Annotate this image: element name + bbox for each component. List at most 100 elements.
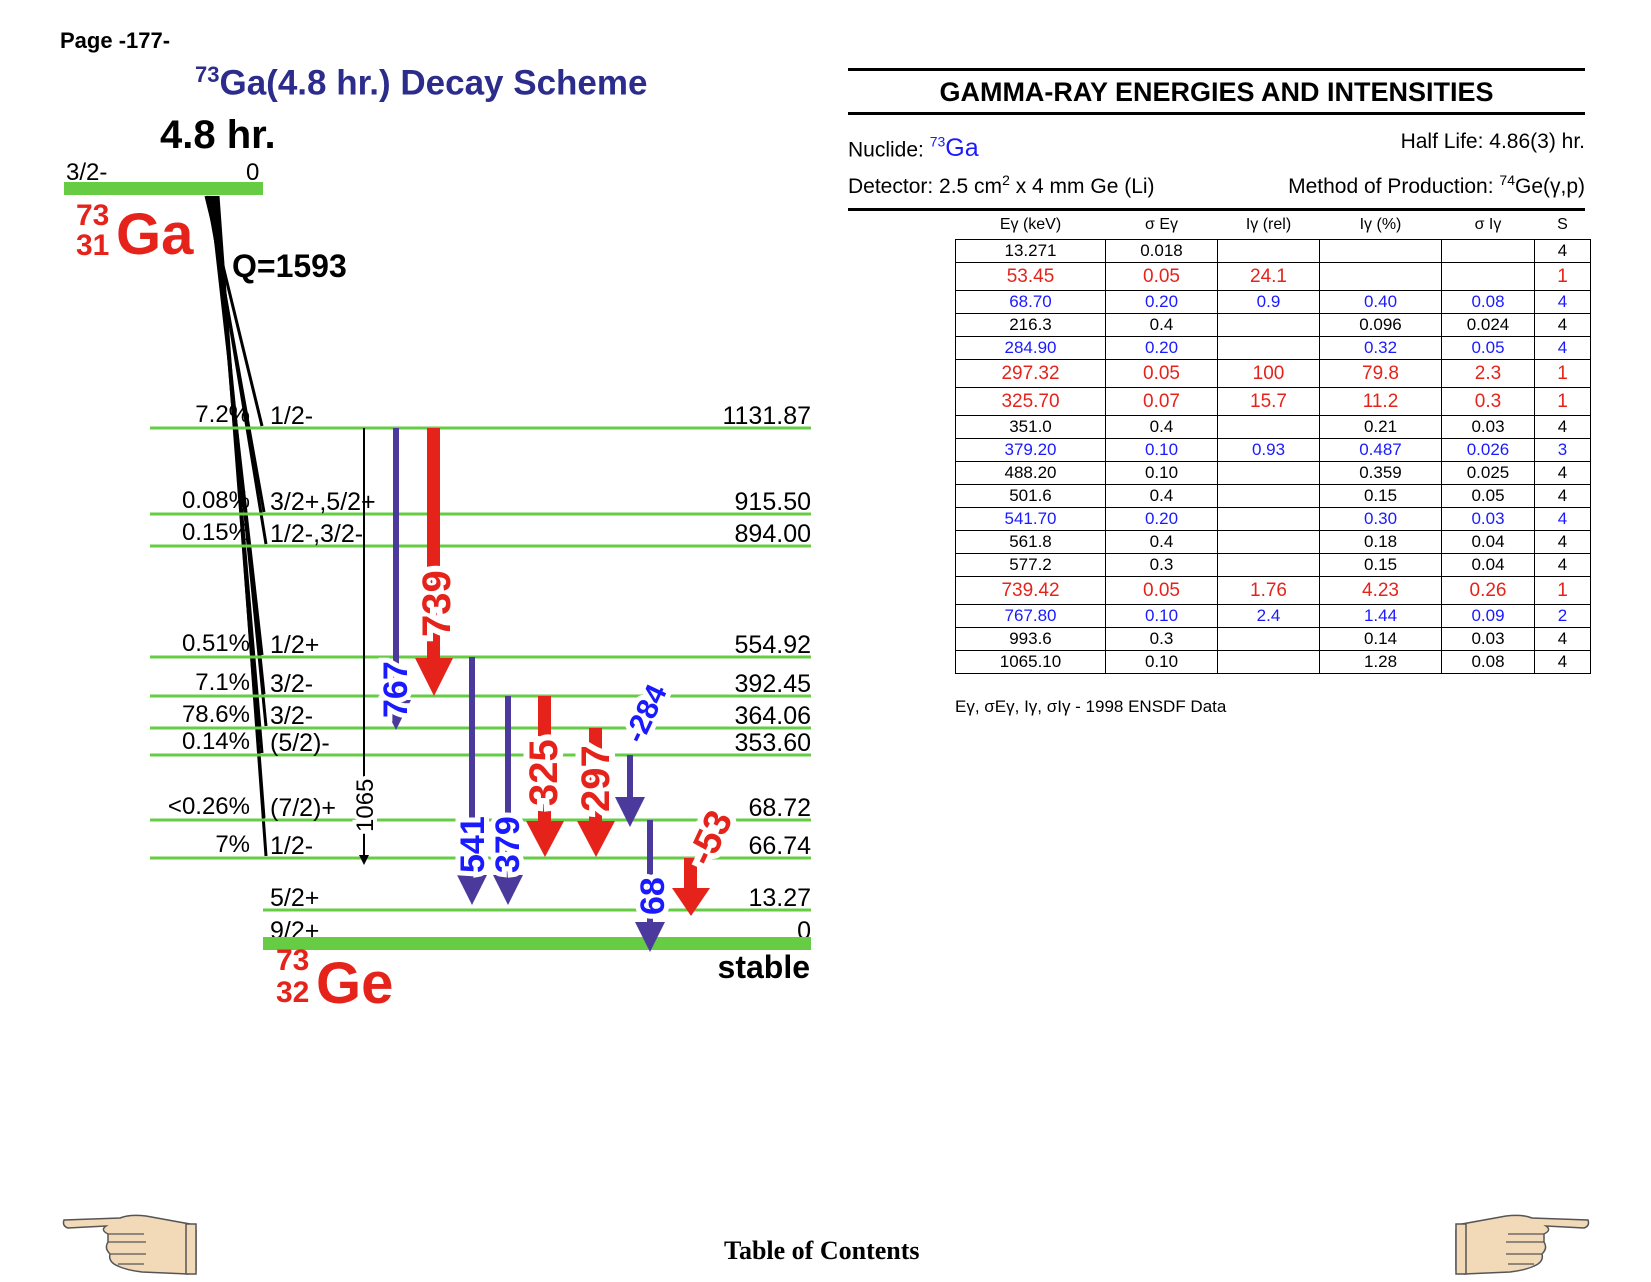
table-cell: 561.8 [955, 530, 1106, 554]
table-cell: 0.3 [1105, 627, 1218, 651]
level-4: 3/2- 392.45 7.1% [150, 669, 811, 698]
table-cell: 0.4 [1105, 415, 1218, 439]
table-cell: 0.024 [1441, 313, 1535, 337]
column-header: Iγ (rel) [1245, 216, 1292, 233]
table-row: 541.70 0.20 0.30 0.03 4 [955, 507, 1591, 531]
level-8: 1/2- 66.74 7% [150, 831, 811, 860]
table-cell: 0.10 [1105, 650, 1218, 674]
table-of-contents-link[interactable]: Table of Contents [724, 1236, 920, 1265]
transition-label: 739 [415, 570, 459, 637]
table-row: 297.32 0.05 100 79.8 2.3 1 [955, 359, 1591, 388]
table-cell: 0.05 [1441, 484, 1535, 508]
column-header: σ Eγ [1145, 216, 1178, 233]
table-row: 68.70 0.20 0.9 0.40 0.08 4 [955, 290, 1591, 314]
table-cell [1217, 650, 1320, 674]
transition-label: 767 [377, 661, 415, 718]
table-cell: 351.0 [955, 415, 1106, 439]
level-spin: (5/2)- [270, 729, 330, 757]
label-bg: 1065 [352, 779, 379, 832]
half-life-info: Half Life: 4.86(3) hr. [1400, 130, 1585, 153]
title-text: Ga(4.8 hr.) Decay Scheme [219, 63, 648, 103]
scheme-title: 73Ga(4.8 hr.) Decay Scheme [195, 62, 647, 104]
table-cell: 488.20 [955, 461, 1106, 485]
level-energy: 894.00 [735, 520, 811, 548]
table-row: 488.20 0.10 0.359 0.025 4 [955, 461, 1591, 485]
table-cell: 4.23 [1319, 576, 1442, 605]
gamma-table: Eγ (keV) σ Eγ Iγ (rel) Iγ (%) σ Iγ S 13.271 0.… [955, 211, 1591, 674]
table-cell: 1 [1534, 359, 1591, 388]
column-header: σ Iγ [1474, 216, 1502, 233]
label-bg: 767 [377, 661, 415, 718]
level-7: (7/2)+ 68.72 <0.26% [150, 793, 811, 822]
table-cell: 1065.10 [955, 650, 1106, 674]
table-cell: 1 [1534, 387, 1591, 416]
transition-label: 379 [489, 816, 527, 873]
table-cell: 4 [1534, 336, 1591, 360]
table-cell: 53.45 [955, 262, 1106, 291]
level-feed: <0.26% [168, 793, 250, 820]
table-cell: 0.026 [1441, 438, 1535, 462]
label-bg: 297 [574, 745, 618, 812]
production-info: Method of Production: 74Ge(γ,p) [1288, 172, 1585, 199]
table-cell [1441, 262, 1535, 291]
table-cell: 0.26 [1441, 576, 1535, 605]
table-cell: 0.04 [1441, 530, 1535, 554]
table-cell: 0.4 [1105, 313, 1218, 337]
gamma-heading: GAMMA-RAY ENERGIES AND INTENSITIES [939, 77, 1494, 107]
table-cell: 325.70 [955, 387, 1106, 416]
level-energy: 13.27 [748, 884, 811, 912]
table-cell: 4 [1534, 484, 1591, 508]
table-cell: 4 [1534, 290, 1591, 314]
table-cell: 0.359 [1319, 461, 1442, 485]
parent-spin: 3/2- [66, 159, 107, 186]
table-cell: 0.40 [1319, 290, 1442, 314]
level-feed: 7% [215, 831, 250, 858]
decay-scheme-diagram: 4.8 hr. 3/2- 0 73 31 Ga Q=1593 1/2- 1131.… [64, 113, 811, 1016]
label-bg: 68 [634, 877, 672, 915]
table-cell: 100 [1217, 359, 1320, 388]
transition-325: 325 325 [516, 696, 572, 857]
table-cell: 0.20 [1105, 336, 1218, 360]
table-cell: 0.21 [1319, 415, 1442, 439]
table-cell: 4 [1534, 239, 1591, 263]
table-cell: 3 [1534, 438, 1591, 462]
table-cell: 0.20 [1105, 290, 1218, 314]
next-page-hand-icon[interactable] [1452, 1210, 1592, 1282]
nuclide-info: Nuclide: 73Ga [848, 134, 979, 163]
level-spin: 3/2- [270, 670, 313, 698]
table-row: 501.6 0.4 0.15 0.05 4 [955, 484, 1591, 508]
table-cell [1217, 530, 1320, 554]
table-cell: 0.9 [1217, 290, 1320, 314]
parent-half-life: 4.8 hr. [160, 113, 276, 157]
table-cell: 0.32 [1319, 336, 1442, 360]
table-cell: 0.096 [1319, 313, 1442, 337]
table-cell: 2.4 [1217, 604, 1320, 628]
table-cell: 379.20 [955, 438, 1106, 462]
table-cell: 0.4 [1105, 484, 1218, 508]
detector-info: Detector: 2.5 cm2 x 4 mm Ge (Li) [848, 172, 1155, 199]
table-cell: 4 [1534, 415, 1591, 439]
table-cell: 24.1 [1217, 262, 1320, 291]
level-spin: 1/2+ [270, 631, 319, 659]
level-5: 3/2- 364.06 78.6% [150, 701, 811, 730]
level-feed: 0.14% [182, 728, 250, 755]
gamma-info-panel: GAMMA-RAY ENERGIES AND INTENSITIES Nucli… [848, 68, 1585, 212]
level-spin: 1/2- [270, 402, 313, 430]
table-cell [1217, 336, 1320, 360]
nuclide-value: 73Ga [929, 134, 979, 163]
table-cell: 1.44 [1319, 604, 1442, 628]
table-cell: 0.05 [1105, 262, 1218, 291]
ground-level-bar [263, 937, 811, 950]
table-cell: 284.90 [955, 336, 1106, 360]
previous-page-hand-icon[interactable] [60, 1210, 200, 1282]
daughter-atomic-number: 32 [276, 976, 309, 1009]
transition-label: 1065 [352, 779, 379, 832]
table-cell [1319, 262, 1442, 291]
table-cell [1217, 553, 1320, 577]
table-cell: 0.3 [1105, 553, 1218, 577]
transition-label: 297 [574, 745, 618, 812]
label-bg: 739 [415, 570, 459, 637]
transition-label: 68 [634, 877, 672, 915]
page-number: Page -177- [60, 28, 171, 53]
parent-energy: 0 [246, 159, 259, 186]
